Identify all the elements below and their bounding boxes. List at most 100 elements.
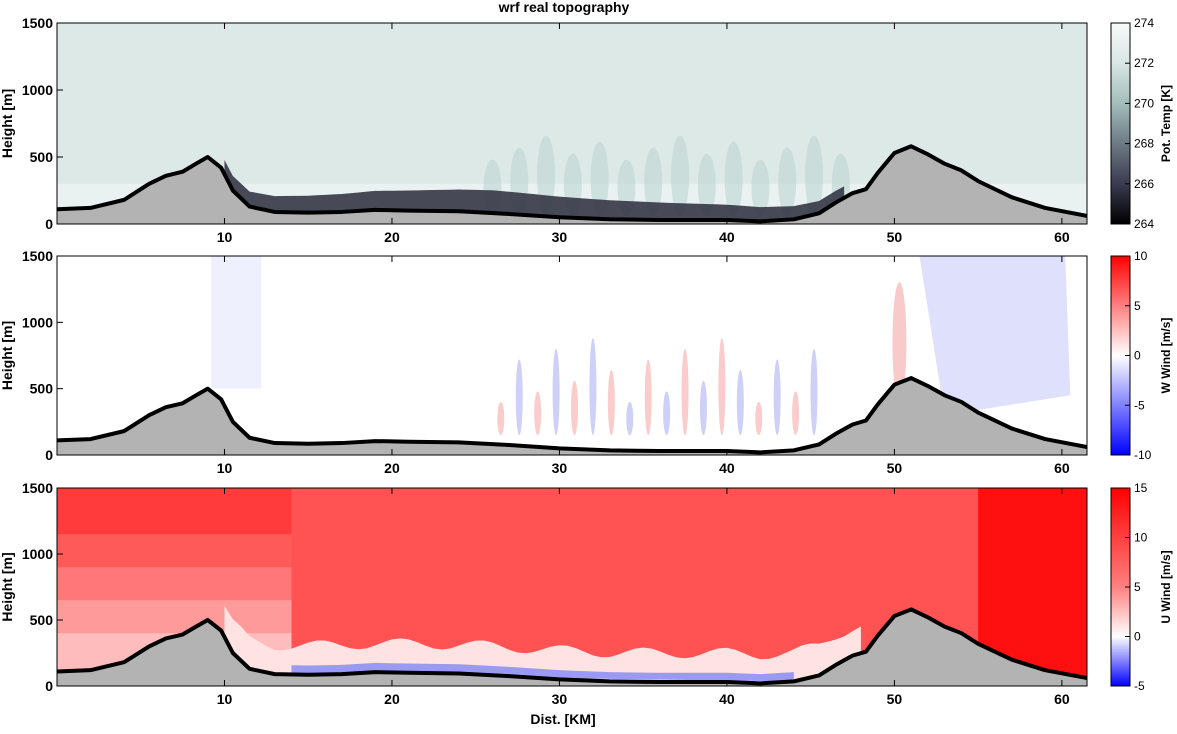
x-tick-label: 10 [217, 691, 233, 707]
axes-frame [56, 22, 1088, 225]
theta-plume [805, 135, 824, 216]
w-cell [571, 380, 579, 436]
colorbar-label: W Wind [m/s] [1159, 318, 1173, 394]
w-cell [497, 401, 505, 436]
colorbar-tick-label: 15 [1134, 481, 1148, 495]
y-tick-label: 1000 [22, 314, 53, 330]
w-cell [663, 391, 671, 436]
w-cell [681, 348, 689, 436]
figure-title: wrf real topography [498, 0, 630, 15]
field-vertical_wind [57, 256, 1087, 455]
terrain-outline [57, 607, 1087, 686]
colorbar-tick-label: -10 [1134, 448, 1152, 462]
theta-plume [751, 159, 770, 216]
colorbar-tick-label: 5 [1134, 299, 1141, 313]
downdraft-right [919, 256, 1071, 416]
colorbar-tick-label: -5 [1134, 679, 1145, 693]
colorbar-label: U Wind [m/s] [1159, 550, 1173, 623]
colorbar-tick-label: 264 [1134, 217, 1154, 231]
y-tick-label: 1500 [22, 248, 53, 264]
y-axis-label: Height [m] [0, 552, 15, 621]
field-horizontal_wind [57, 488, 1087, 686]
w-cell [589, 338, 597, 436]
colorbar-tick-label: 10 [1134, 249, 1148, 263]
terrain-fill [57, 609, 1087, 686]
terrain-fill [57, 378, 1087, 455]
x-tick-label: 40 [719, 691, 735, 707]
colorbar-tick-label: 0 [1134, 630, 1141, 644]
w-cell-ridge [892, 282, 907, 403]
field-potential_temperature [57, 23, 1087, 224]
downdraft-left [211, 256, 262, 389]
theta-plume [671, 135, 690, 216]
x-axis-label: Dist. [KM] [530, 711, 595, 727]
y-tick-label: 1500 [22, 15, 53, 31]
axes-frame [56, 487, 1088, 687]
y-tick-label: 500 [30, 381, 54, 397]
colorbar-tick-label: 10 [1134, 531, 1148, 545]
y-tick-label: 1500 [22, 480, 53, 496]
x-tick-label: 20 [384, 460, 400, 476]
w-cell [534, 391, 542, 436]
x-tick-label: 60 [1054, 691, 1070, 707]
x-tick-label: 60 [1054, 460, 1070, 476]
x-tick-label: 60 [1054, 229, 1070, 245]
x-tick-label: 10 [217, 229, 233, 245]
colorbar-tick-label: 272 [1134, 56, 1154, 70]
x-tick-label: 50 [887, 691, 903, 707]
cold-pool [224, 160, 845, 224]
axes-frame [56, 255, 1088, 456]
theta-plume [724, 141, 743, 216]
y-tick-label: 0 [45, 216, 53, 232]
colorbar-tick-label: 274 [1134, 16, 1154, 30]
x-tick-label: 40 [719, 460, 735, 476]
w-cell [773, 359, 781, 436]
w-cell [644, 359, 652, 436]
x-tick-label: 20 [384, 691, 400, 707]
y-tick-label: 1000 [22, 82, 53, 98]
y-axis-label: Height [m] [0, 89, 15, 158]
theta-plume [778, 147, 797, 216]
y-tick-label: 0 [45, 678, 53, 694]
u-reversed-flow [291, 662, 794, 682]
colorbar-tick-label: 0 [1134, 349, 1141, 363]
panel-2: 10 20 30 40 50 60 0 500 1000 1500 Height [m] -10 -5 0… [0, 248, 1173, 476]
terrain-fill [57, 146, 1087, 224]
x-tick-label: 10 [217, 460, 233, 476]
x-tick-label: 30 [552, 691, 568, 707]
theta-plume [590, 141, 609, 216]
w-cell [626, 401, 634, 436]
y-axis-label: Height [m] [0, 321, 15, 390]
x-tick-label: 50 [887, 460, 903, 476]
colorbar-tick-label: 268 [1134, 137, 1154, 151]
colorbar-tick-label: -5 [1134, 398, 1145, 412]
w-cell [718, 338, 726, 436]
x-tick-label: 30 [552, 229, 568, 245]
x-tick-label: 40 [719, 229, 735, 245]
w-cell [607, 370, 615, 436]
panel-3: 10 20 30 40 50 60 0 500 1000 1500 Height [m] -5 0 5 10… [0, 480, 1173, 707]
w-cell [699, 380, 707, 436]
terrain-outline [57, 144, 1087, 224]
theta-plume [644, 147, 663, 216]
y-tick-label: 1000 [22, 546, 53, 562]
colorbar-label: Pot. Temp [K] [1159, 85, 1173, 162]
panel-1: 10 20 30 40 50 60 0 500 1000 1500 Height [m] 264 266… [0, 15, 1173, 245]
w-cell [736, 370, 744, 436]
colorbar [1110, 22, 1131, 225]
w-cell [515, 359, 523, 436]
w-cell [810, 348, 818, 436]
w-cell [792, 391, 800, 436]
colorbar-tick-label: 5 [1134, 580, 1141, 594]
theta-plume [697, 153, 716, 216]
x-tick-label: 50 [887, 229, 903, 245]
x-tick-label: 30 [552, 460, 568, 476]
y-tick-label: 500 [30, 612, 54, 628]
y-tick-label: 0 [45, 447, 53, 463]
colorbar-tick-label: 266 [1134, 177, 1154, 191]
w-cell [755, 401, 763, 436]
w-cell [552, 348, 560, 436]
